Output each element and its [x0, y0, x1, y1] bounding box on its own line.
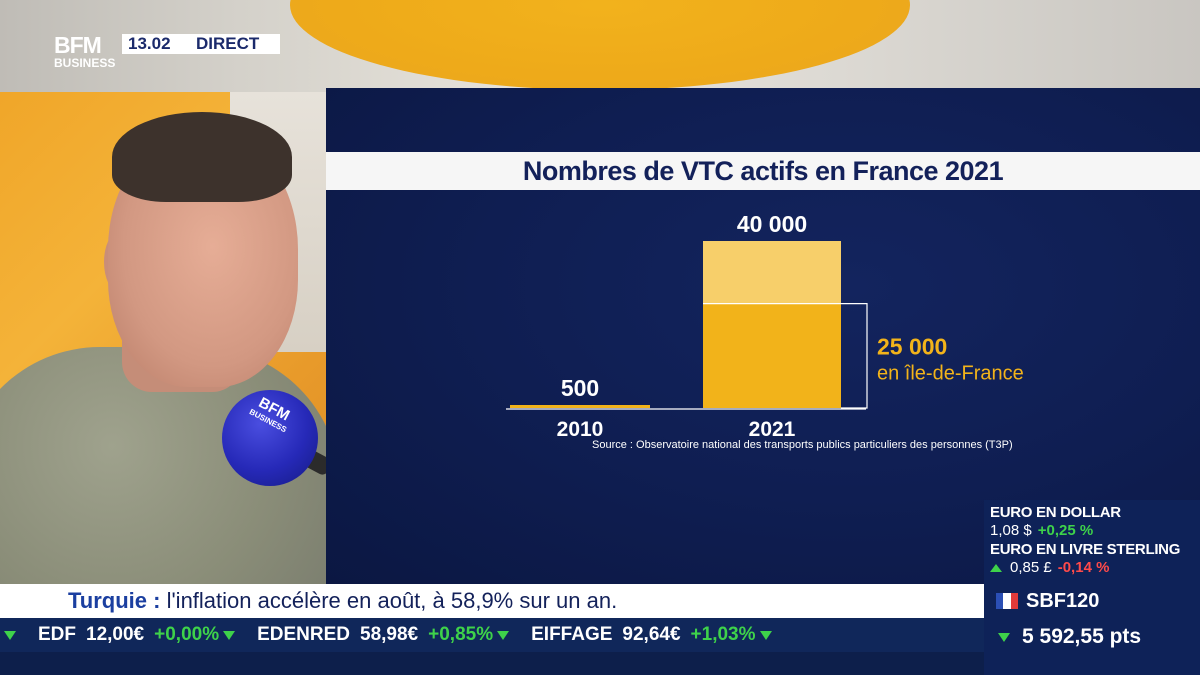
ticker-price: 92,64€ [622, 624, 681, 645]
bottom-strip [0, 652, 1200, 675]
ticker-name: EDF [38, 624, 76, 645]
index-value-row: 5 592,55 pts [984, 620, 1200, 654]
fx-pair-row: 1,08 $ +0,25 % [990, 522, 1093, 539]
fx-pair-label: EURO EN DOLLAR [990, 504, 1121, 521]
down-arrow-icon [998, 632, 1010, 642]
headline-topic: Turquie : [68, 588, 161, 613]
ticker-price: 12,00€ [86, 624, 145, 645]
down-arrow-icon [759, 630, 772, 640]
index-row: SBF120 [984, 584, 1200, 618]
microphone: BFM BUSINESS [222, 390, 334, 490]
chart-source: Source : Observatoire national des trans… [592, 439, 1013, 451]
chart-bar [510, 405, 650, 408]
stock-ticker: EDF 12,00€ +0,00% EDENRED 58,98€ +0,85% … [0, 618, 984, 652]
clock-badge: 13.02 DIRECT [122, 34, 280, 54]
fx-pair-label: EURO EN LIVRE STERLING [990, 541, 1181, 558]
ticker-name: EIFFAGE [531, 624, 613, 645]
presenter-hair [112, 112, 292, 202]
fx-pair-change: +0,25 % [1037, 522, 1094, 539]
fx-pair-value: 0,85 £ [1010, 559, 1052, 576]
chart-value-label: 40 000 [737, 211, 807, 237]
chart-canvas: 500 2010 40 000 2021 25 000 en île-de-France [506, 211, 1024, 441]
ticker-name: EDENRED [257, 624, 351, 645]
ticker-change: +0,00% [154, 624, 220, 645]
live-label: DIRECT [196, 34, 260, 53]
chart-value-label: 500 [561, 375, 599, 401]
channel-logo: BFM BUSINESS [54, 34, 120, 74]
index-name: SBF120 [1026, 589, 1100, 612]
ticker-item: EIFFAGE 92,64€ +1,03% [531, 624, 772, 646]
presenter [0, 92, 330, 592]
currency-panel: EURO EN DOLLAR 1,08 $ +0,25 % EURO EN LI… [984, 500, 1200, 675]
down-arrow-icon [497, 630, 510, 640]
microphone-head [222, 390, 318, 486]
down-arrow-icon [223, 630, 236, 640]
clock-time: 13.02 [128, 34, 171, 53]
headline-text: l'inflation accélère en août, à 58,9% su… [166, 588, 618, 613]
ticker-change: +0,85% [428, 624, 494, 645]
channel-logo-bottom: BUSINESS [54, 56, 116, 70]
chart-category-label: 2021 [749, 418, 796, 441]
chart-title-bar [326, 152, 1200, 190]
headline-bar: Turquie : l'inflation accélère en août, … [0, 584, 984, 618]
up-arrow-icon [990, 563, 1002, 572]
ticker-price: 58,98€ [360, 624, 419, 645]
fx-pair-change: -0,14 % [1057, 559, 1110, 576]
ticker-item: EDENRED 58,98€ +0,85% [257, 624, 510, 646]
chart-bracket [703, 303, 868, 409]
index-value: 5 592,55 pts [1022, 625, 1142, 648]
france-flag-icon [996, 593, 1018, 609]
chart-sub-segment [703, 303, 841, 408]
ticker-change: +1,03% [690, 624, 756, 645]
ticker-item: EDF 12,00€ +0,00% [38, 624, 236, 646]
chart-sub-description: en île-de-France [877, 363, 1024, 385]
fx-pair-row: 0,85 £ -0,14 % [990, 559, 1109, 576]
fx-pair-value: 1,08 $ [990, 522, 1032, 539]
chart-title: Nombres de VTC actifs en France 2021 [522, 156, 1004, 186]
chart-sub-value-label: 25 000 [877, 334, 947, 360]
down-arrow-icon [4, 630, 16, 640]
chart-category-label: 2010 [557, 418, 604, 441]
channel-logo-top: BFM [54, 32, 102, 58]
